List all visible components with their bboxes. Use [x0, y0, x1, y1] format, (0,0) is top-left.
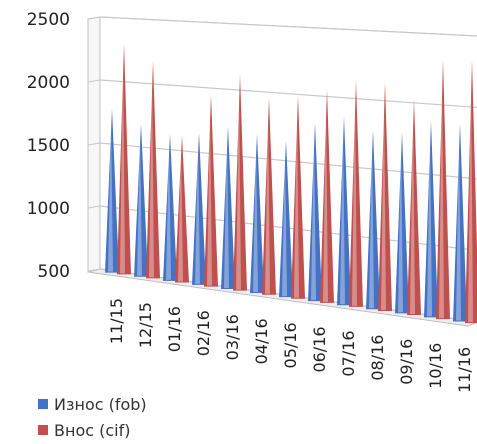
bar-highlight: [137, 131, 142, 276]
bar-highlight: [253, 142, 258, 293]
y-tick-label: 1000: [27, 199, 70, 219]
bar-exports: [308, 122, 322, 302]
gridline-side: [87, 268, 101, 272]
bar-highlight: [427, 128, 432, 317]
bar-exports: [105, 108, 119, 273]
bar-highlight: [294, 103, 299, 298]
y-tick-label: 2000: [27, 73, 70, 93]
legend-swatch-imports: [38, 425, 48, 435]
bar-highlight: [352, 88, 357, 306]
bar-highlight: [456, 131, 461, 321]
legend-label-imports: Внос (cif): [54, 420, 131, 440]
y-tick-label: 1500: [27, 136, 70, 156]
legend: Износ (fob) Внос (cif): [38, 392, 147, 444]
x-tick-label: 05/16: [281, 322, 300, 368]
bar-highlight: [224, 134, 229, 288]
gridline-side: [87, 16, 101, 20]
x-tick-label: 11/16: [455, 347, 474, 393]
bar-imports: [407, 100, 421, 316]
bar-imports: [436, 59, 450, 320]
bar-imports: [349, 80, 363, 307]
bar-highlight: [108, 116, 113, 272]
bar-highlight: [369, 138, 374, 309]
bars: [105, 43, 477, 324]
x-tick-label: 01/16: [165, 306, 184, 352]
legend-swatch-exports: [38, 399, 48, 409]
bar-highlight: [468, 67, 473, 323]
bar-highlight: [195, 140, 200, 284]
bar-highlight: [207, 102, 212, 286]
x-tick-label: 02/16: [194, 310, 213, 356]
gridline-side: [87, 142, 101, 146]
bar-imports: [378, 82, 392, 311]
gridline-side: [87, 205, 101, 209]
bar-highlight: [398, 140, 403, 313]
bar-exports: [453, 123, 467, 322]
bar-exports: [395, 132, 409, 314]
bar-highlight: [410, 108, 415, 315]
y-tick-label: 2500: [27, 10, 70, 30]
x-tick-label: 11/15: [107, 298, 126, 344]
bar-highlight: [311, 130, 316, 301]
gridline-side: [87, 79, 101, 83]
bar-exports: [337, 116, 351, 306]
y-tick-label: 500: [38, 262, 70, 282]
bar-exports: [250, 134, 264, 294]
gridline: [99, 79, 477, 109]
bar-imports: [233, 74, 247, 291]
bar-imports: [175, 135, 189, 283]
x-tick-label: 08/16: [368, 335, 387, 381]
bar-highlight: [381, 90, 386, 310]
x-tick-label: 07/16: [339, 331, 358, 377]
bar-highlight: [340, 124, 345, 305]
x-tick-label: 10/16: [426, 343, 445, 389]
bar-highlight: [120, 51, 125, 274]
bar-exports: [134, 123, 148, 277]
x-tick-label: 04/16: [252, 318, 271, 364]
x-tick-label: 12/15: [136, 302, 155, 348]
bar-exports: [221, 126, 235, 289]
bar-highlight: [282, 148, 287, 297]
bar-imports: [465, 59, 477, 324]
x-axis-ticks: 11/15 12/15 01/16 02/16 03/16 04/16 05/16 06/16…: [107, 298, 474, 393]
bar-imports: [291, 95, 305, 299]
gridline: [99, 16, 477, 37]
legend-label-exports: Износ (fob): [54, 394, 147, 414]
bar-highlight: [178, 143, 183, 282]
bar-imports: [320, 89, 334, 303]
bar-imports: [146, 60, 160, 279]
bar-imports: [204, 94, 218, 287]
x-tick-label: 06/16: [310, 326, 329, 372]
bar-exports: [366, 130, 380, 310]
bar-highlight: [265, 105, 270, 294]
y-axis-ticks: 500 1000 1500 2000 2500: [27, 10, 70, 282]
bar-highlight: [149, 68, 154, 278]
bar-exports: [163, 134, 177, 281]
bar-imports: [117, 43, 131, 275]
bar-highlight: [166, 142, 171, 280]
x-tick-label: 09/16: [397, 339, 416, 385]
bar-exports: [192, 132, 206, 285]
bar-exports: [424, 120, 438, 318]
bar-highlight: [439, 67, 444, 319]
legend-item-exports: Износ (fob): [38, 392, 147, 416]
bar-imports: [262, 97, 276, 295]
legend-item-imports: Внос (cif): [38, 418, 147, 442]
bar-highlight: [323, 97, 328, 302]
bar-exports: [279, 140, 293, 298]
x-tick-label: 03/16: [223, 314, 242, 360]
bar-highlight: [236, 82, 241, 290]
